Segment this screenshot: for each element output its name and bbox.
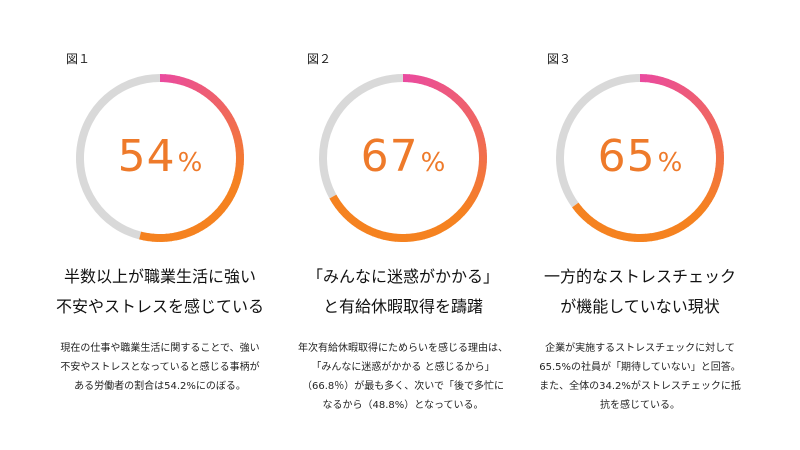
donut-remaining-segment [76, 74, 160, 240]
description-line: また、全体の34.2%がストレスチェックに抵 [539, 381, 741, 392]
description-line: 「みんなに迷惑がかかる と感じるから」 [311, 362, 495, 373]
panel-heading: 一方的なストレスチェック が機能していない現状 [520, 262, 760, 322]
figure-panel-3: 図３ 65% 一方的なストレスチェック が機能していない現状企業が実施するストレスチェ… [520, 0, 760, 450]
heading-line: 「みんなに迷惑がかかる」 [306, 267, 499, 286]
donut-value-segment [329, 73, 487, 242]
percent-value: 67% [313, 131, 493, 182]
description-line: 現在の仕事や職業生活に関することで、強い [60, 343, 260, 354]
percent-sign: % [177, 148, 203, 178]
donut-value-arc [139, 231, 146, 241]
donut-chart [556, 74, 725, 243]
figure-panel-1: 図１ 54% 半数以上が職業生活に強い 不安やストレスを感じている 現在の仕事や職業生活… [40, 0, 280, 450]
heading-line: 不安やストレスを感じている [55, 297, 264, 316]
panel-description: 企業が実施するストレスチェックに対して 65.5%の社員が「期待していない」と回答… [520, 339, 760, 415]
donut-value-segment [139, 73, 244, 242]
donut-remaining-segment [319, 74, 403, 199]
percent-sign: % [657, 148, 683, 178]
description-line: なるから（48.8%）となっている。 [322, 400, 484, 411]
description-line: 企業が実施するストレスチェックに対して [545, 343, 735, 354]
panel-description: 年次有給休暇取得にためらいを感じる理由は、 「みんなに迷惑がかかる と感じるから」… [283, 339, 523, 415]
donut-value-segment [572, 74, 725, 243]
figure-label: 図２ [307, 52, 332, 66]
figure-label: 図３ [547, 52, 572, 66]
heading-line: が機能していない現状 [560, 297, 720, 316]
percent-number: 67 [360, 131, 419, 182]
panel-heading: 半数以上が職業生活に強い 不安やストレスを感じている [40, 262, 280, 322]
percent-value: 54% [70, 131, 250, 182]
donut-chart [319, 73, 487, 242]
description-line: 不安やストレスとなっていると感じる事柄が [60, 362, 260, 373]
percent-number: 54 [117, 131, 176, 182]
description-line: 年次有給休暇取得にためらいを感じる理由は、 [298, 343, 508, 354]
description-line: ある労働者の割合は54.2%にのぼる。 [74, 381, 246, 392]
heading-line: と有給休暇取得を躊躇 [322, 297, 483, 316]
panel-description: 現在の仕事や職業生活に関することで、強い 不安やストレスとなっていると感じる事柄が… [40, 339, 280, 396]
panel-heading: 「みんなに迷惑がかかる」 と有給休暇取得を躊躇 [283, 262, 523, 322]
donut-chart [76, 73, 244, 242]
percent-number: 65 [597, 131, 656, 182]
description-line: 抗を感じている。 [600, 400, 680, 411]
donut-value-arc [329, 194, 340, 204]
figure-panel-2: 図２ 67% 「みんなに迷惑がかかる」 と有給休暇取得を躊躇年次有給休暇取得にためらい… [283, 0, 523, 450]
figure-label: 図１ [66, 52, 91, 66]
description-line: 65.5%の社員が「期待していない」と回答。 [539, 362, 741, 373]
percent-value: 65% [550, 131, 730, 182]
heading-line: 一方的なストレスチェック [543, 267, 736, 286]
heading-line: 半数以上が職業生活に強い [63, 267, 256, 286]
description-line: （66.8％）が最も多く、次いで「後で多忙に [302, 381, 504, 392]
donut-value-arc [572, 202, 582, 212]
donut-remaining-segment [556, 74, 640, 208]
percent-sign: % [420, 148, 446, 178]
